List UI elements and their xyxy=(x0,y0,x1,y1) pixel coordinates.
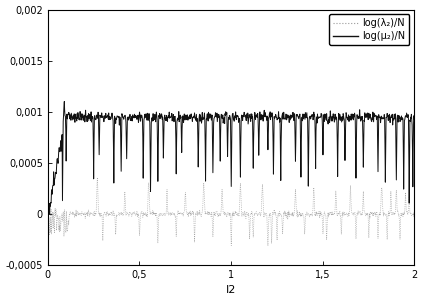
log(μ₂)/N xyxy=(83,108,88,112)
Legend: log(λ₂)/N, log(μ₂)/N: log(λ₂)/N, log(μ₂)/N xyxy=(330,14,409,45)
Line: log(μ₂)/N: log(μ₂)/N xyxy=(48,101,414,218)
log(μ₂)/N xyxy=(412,118,417,122)
log(λ₂)/N xyxy=(298,212,303,215)
log(λ₂)/N xyxy=(412,211,417,215)
log(λ₂)/N xyxy=(338,224,343,228)
log(λ₂)/N xyxy=(207,210,212,214)
log(μ₂)/N xyxy=(332,116,337,119)
log(λ₂)/N xyxy=(194,213,199,216)
log(λ₂)/N xyxy=(265,244,270,248)
X-axis label: I2: I2 xyxy=(226,285,236,296)
log(μ₂)/N xyxy=(62,100,67,103)
Line: log(λ₂)/N: log(λ₂)/N xyxy=(48,178,414,246)
log(μ₂)/N xyxy=(297,112,302,116)
log(λ₂)/N xyxy=(82,216,88,220)
log(μ₂)/N xyxy=(45,216,50,219)
log(λ₂)/N xyxy=(332,213,337,216)
log(μ₂)/N xyxy=(194,113,199,116)
log(μ₂)/N xyxy=(338,116,343,120)
log(λ₂)/N xyxy=(45,213,50,216)
log(μ₂)/N xyxy=(207,116,212,120)
log(λ₂)/N xyxy=(95,176,100,179)
